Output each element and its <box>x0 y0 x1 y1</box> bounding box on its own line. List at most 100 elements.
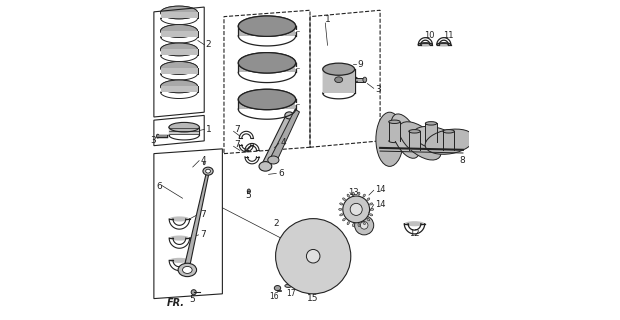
Bar <box>161 86 198 92</box>
Circle shape <box>275 219 351 294</box>
Ellipse shape <box>370 203 373 205</box>
Text: 13: 13 <box>348 188 358 197</box>
Text: 6: 6 <box>156 182 162 191</box>
Ellipse shape <box>409 130 420 133</box>
Bar <box>169 127 199 135</box>
Ellipse shape <box>363 194 365 197</box>
Bar <box>161 68 198 74</box>
Bar <box>425 123 437 142</box>
Polygon shape <box>185 170 209 268</box>
Ellipse shape <box>414 126 458 151</box>
Ellipse shape <box>178 263 197 276</box>
Bar <box>161 50 198 55</box>
Text: 12: 12 <box>409 229 420 238</box>
Text: 17: 17 <box>286 289 296 298</box>
Ellipse shape <box>425 129 474 154</box>
Ellipse shape <box>323 63 355 75</box>
Text: 9: 9 <box>358 60 363 69</box>
Ellipse shape <box>437 43 451 47</box>
Ellipse shape <box>169 123 199 132</box>
Ellipse shape <box>340 214 343 216</box>
Ellipse shape <box>347 222 350 225</box>
Text: 3: 3 <box>376 85 381 94</box>
Ellipse shape <box>358 223 360 227</box>
Text: 7: 7 <box>200 210 206 219</box>
Text: 10: 10 <box>424 31 435 40</box>
Text: 1: 1 <box>326 15 331 24</box>
Text: 4: 4 <box>201 156 206 165</box>
Ellipse shape <box>206 169 210 173</box>
Text: 5: 5 <box>189 295 195 304</box>
Text: 14: 14 <box>375 200 386 209</box>
Ellipse shape <box>443 130 454 133</box>
Ellipse shape <box>203 167 213 175</box>
Ellipse shape <box>161 6 198 19</box>
Ellipse shape <box>358 192 360 195</box>
Ellipse shape <box>340 203 343 205</box>
Text: 7: 7 <box>234 140 240 149</box>
Bar <box>238 100 296 109</box>
Ellipse shape <box>274 285 281 291</box>
Text: 6: 6 <box>278 169 284 178</box>
Ellipse shape <box>247 189 250 194</box>
Bar <box>161 12 198 18</box>
Ellipse shape <box>352 192 355 195</box>
Ellipse shape <box>339 208 342 210</box>
Text: 7: 7 <box>234 125 240 134</box>
Circle shape <box>355 216 374 235</box>
Ellipse shape <box>161 43 198 56</box>
Ellipse shape <box>347 194 350 197</box>
Ellipse shape <box>367 198 370 200</box>
Polygon shape <box>270 109 299 162</box>
Ellipse shape <box>203 162 205 165</box>
Bar <box>323 69 355 93</box>
Ellipse shape <box>399 122 441 160</box>
Circle shape <box>287 230 340 283</box>
Ellipse shape <box>425 122 437 125</box>
Text: 2: 2 <box>205 40 211 49</box>
Bar <box>238 63 296 72</box>
Ellipse shape <box>161 80 198 93</box>
Bar <box>238 26 296 36</box>
Ellipse shape <box>238 89 296 110</box>
Text: 7: 7 <box>200 230 206 239</box>
Text: 3: 3 <box>151 136 156 145</box>
Ellipse shape <box>389 120 400 124</box>
Bar <box>161 31 198 37</box>
Text: 2: 2 <box>273 219 279 228</box>
Ellipse shape <box>169 258 190 263</box>
Ellipse shape <box>169 236 190 241</box>
Ellipse shape <box>352 223 355 227</box>
Text: 8: 8 <box>459 156 465 165</box>
Ellipse shape <box>169 216 190 221</box>
Text: 15: 15 <box>308 294 319 303</box>
Ellipse shape <box>161 25 198 37</box>
Ellipse shape <box>418 43 432 47</box>
Ellipse shape <box>191 290 197 295</box>
Text: 14: 14 <box>375 185 386 194</box>
Text: 4: 4 <box>281 138 286 147</box>
Circle shape <box>281 224 345 288</box>
Ellipse shape <box>376 112 404 166</box>
Ellipse shape <box>391 114 420 158</box>
Ellipse shape <box>370 214 373 216</box>
Circle shape <box>350 204 362 215</box>
Ellipse shape <box>363 222 365 225</box>
Text: 11: 11 <box>443 31 454 40</box>
Circle shape <box>343 196 370 223</box>
Ellipse shape <box>182 267 192 273</box>
Ellipse shape <box>259 162 272 171</box>
Ellipse shape <box>268 156 279 164</box>
Text: FR.: FR. <box>167 298 185 308</box>
Circle shape <box>296 239 330 273</box>
Ellipse shape <box>343 198 345 200</box>
Ellipse shape <box>161 61 198 74</box>
Ellipse shape <box>404 221 425 226</box>
Ellipse shape <box>285 284 292 287</box>
Ellipse shape <box>156 134 159 138</box>
Circle shape <box>306 250 320 263</box>
Polygon shape <box>262 114 292 168</box>
Ellipse shape <box>367 218 370 221</box>
Ellipse shape <box>343 218 345 221</box>
Ellipse shape <box>285 112 294 119</box>
